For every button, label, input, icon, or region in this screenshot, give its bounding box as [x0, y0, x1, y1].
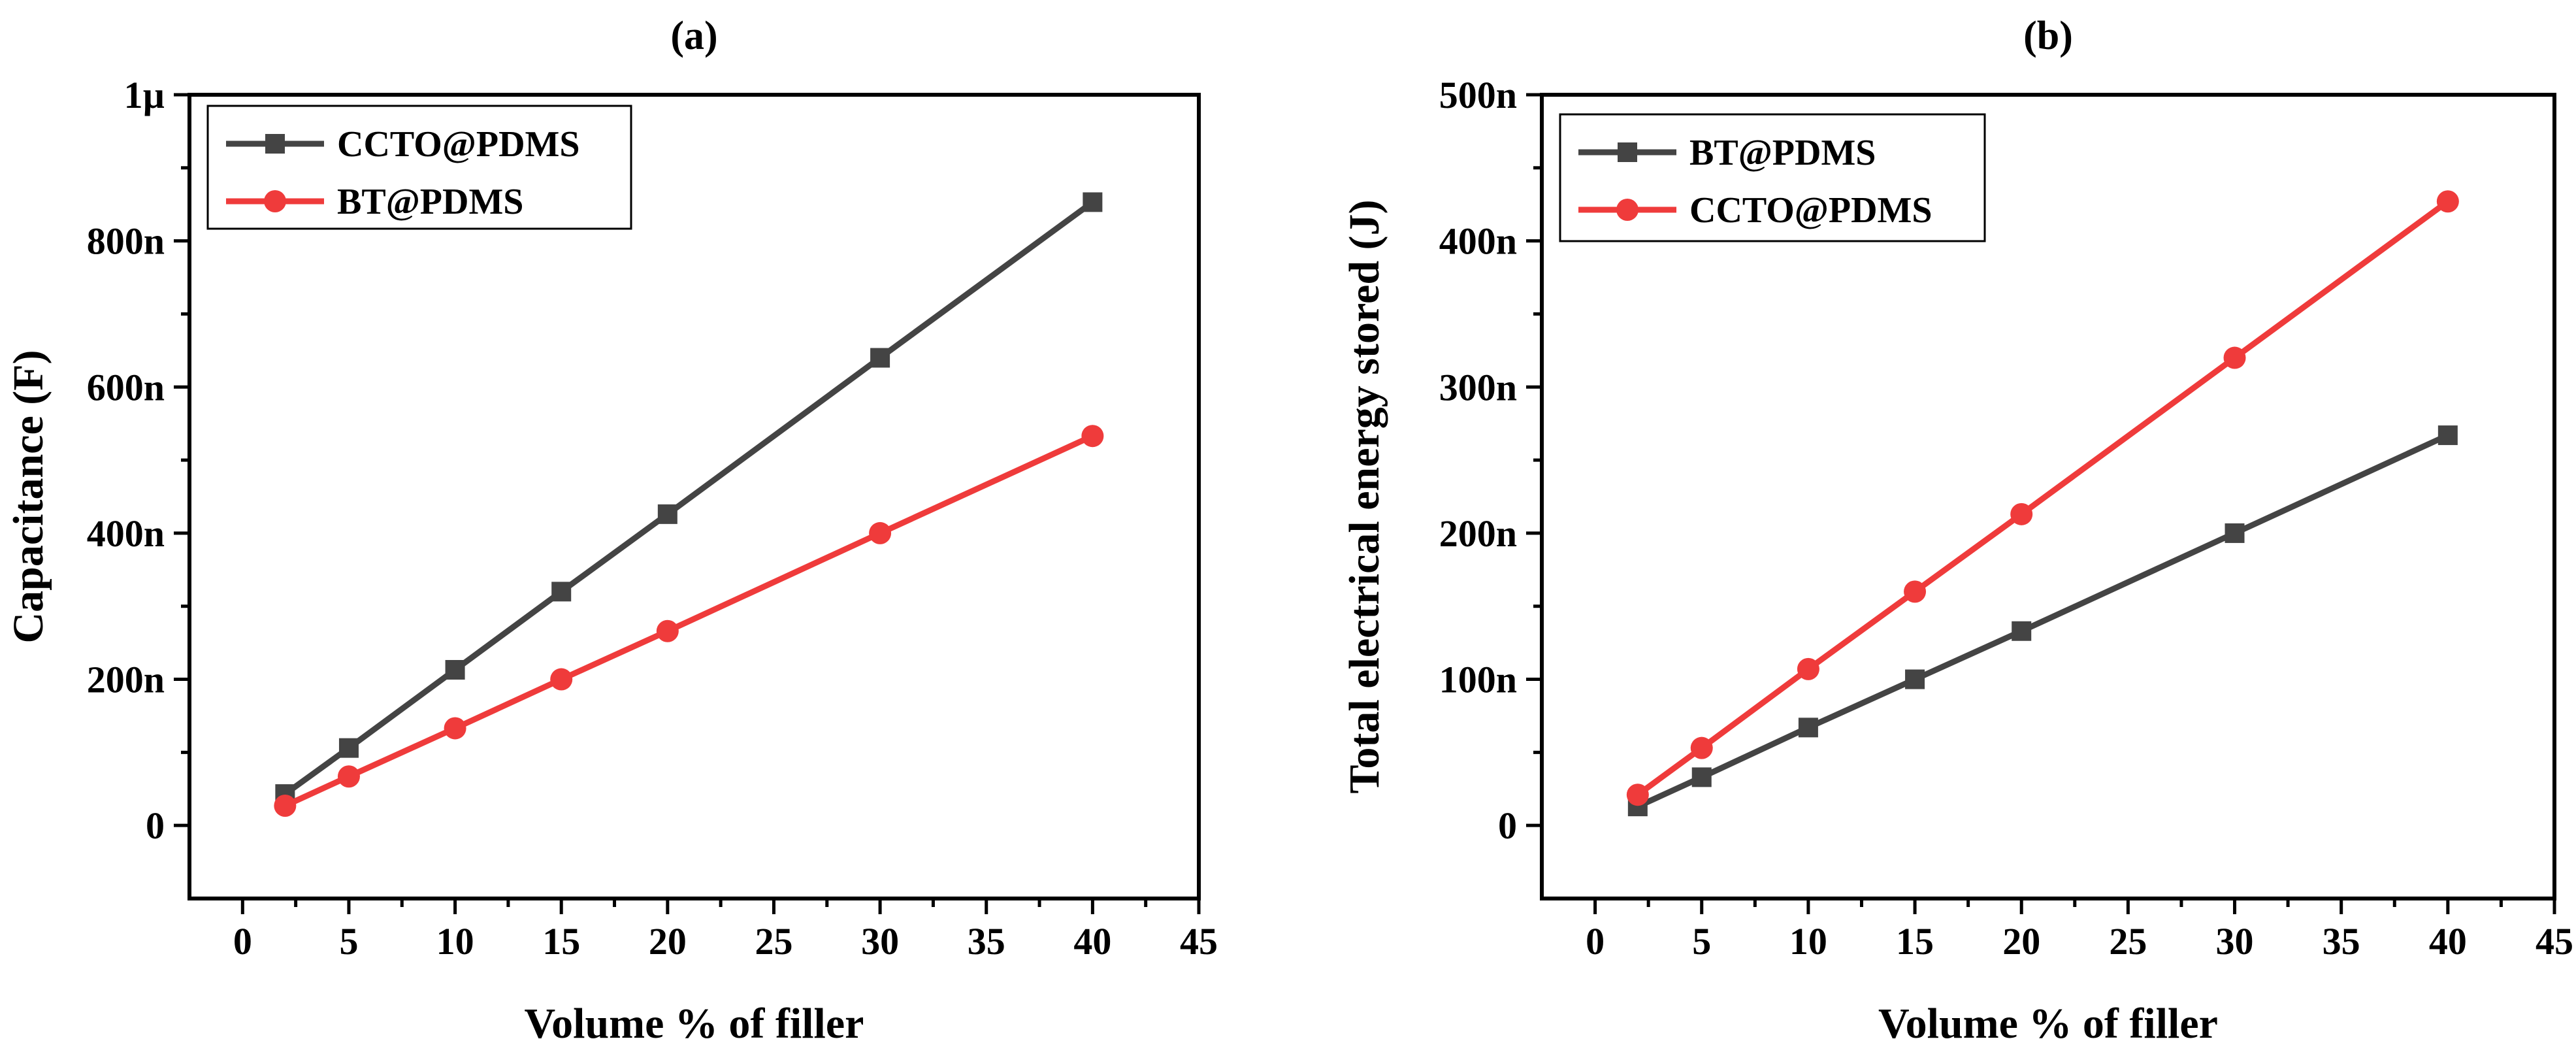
x-tick-label: 5	[1692, 920, 1711, 963]
x-tick-label: 20	[649, 920, 687, 963]
y-axis-title: Total electrical energy stored (J)	[1341, 199, 1388, 793]
x-tick-label: 5	[339, 920, 358, 963]
data-point	[445, 660, 465, 680]
legend-label: BT@PDMS	[1689, 133, 1876, 173]
data-point	[2223, 346, 2246, 369]
data-point	[1081, 425, 1104, 448]
x-tick-label: 15	[542, 920, 580, 963]
x-tick-label: 10	[1789, 920, 1827, 963]
data-point	[2436, 190, 2459, 213]
data-point	[656, 619, 679, 642]
y-tick-label: 300n	[1439, 366, 1517, 408]
data-point	[337, 765, 360, 788]
legend-marker	[265, 134, 285, 154]
legend-marker	[1616, 199, 1639, 221]
data-point	[1626, 784, 1649, 806]
x-tick-label: 25	[755, 920, 792, 963]
data-point	[1691, 767, 1712, 787]
series-line-ccto-pdms	[283, 199, 1095, 797]
data-point	[1798, 718, 1818, 738]
y-tick-label: 0	[1498, 804, 1517, 847]
data-point	[2437, 425, 2458, 446]
data-point	[2010, 503, 2033, 525]
y-tick-label: 1µ	[124, 74, 165, 116]
data-point	[338, 738, 359, 758]
data-point	[870, 348, 890, 368]
y-tick-label: 200n	[87, 659, 165, 701]
data-point	[1904, 580, 1927, 603]
series-line-ccto-pdms	[1636, 199, 2450, 797]
y-tick-label: 400n	[1439, 220, 1517, 263]
data-point	[2225, 523, 2245, 543]
data-point	[657, 504, 677, 524]
legend-label: BT@PDMS	[337, 182, 523, 222]
x-tick-label: 10	[436, 920, 474, 963]
data-point	[444, 717, 466, 740]
panel-label: (a)	[670, 14, 717, 58]
x-axis-title: Volume % of filler	[1878, 1000, 2218, 1048]
chart-panel-1: (b) 0 5 10 15 20 25 30 35 40 45 0 100n 200n 300n 400n 50…	[1341, 14, 2573, 1048]
series-line-bt-pdms	[1636, 432, 2449, 810]
legend-label: CCTO@PDMS	[1689, 190, 1932, 231]
x-tick-label: 25	[2109, 920, 2147, 963]
plot-frame	[1540, 93, 2556, 900]
y-tick-label: 200n	[1439, 512, 1517, 555]
data-point	[2012, 621, 2032, 641]
x-tick-label: 30	[861, 920, 899, 963]
x-tick-label: 45	[2535, 920, 2573, 963]
y-tick-label: 500n	[1439, 74, 1517, 116]
data-point	[274, 794, 297, 817]
data-point	[551, 582, 572, 602]
x-tick-label: 0	[233, 920, 252, 963]
x-tick-label: 0	[1586, 920, 1605, 963]
x-tick-label: 45	[1180, 920, 1218, 963]
data-point	[1905, 669, 1925, 689]
series-line-bt-pdms	[284, 433, 1094, 809]
data-point	[1083, 192, 1103, 212]
x-axis-title: Volume % of filler	[525, 1000, 864, 1048]
y-tick-label: 100n	[1439, 659, 1517, 701]
legend-box	[206, 105, 632, 230]
y-axis-title: Capacitance (F)	[5, 350, 52, 643]
data-point	[1797, 657, 1819, 680]
data-point	[869, 521, 892, 544]
data-point	[550, 668, 573, 691]
legend-marker	[1618, 142, 1637, 162]
x-tick-label: 30	[2216, 920, 2254, 963]
y-tick-label: 600n	[87, 366, 165, 408]
panel-label: (b)	[2023, 14, 2073, 58]
plot-frame	[187, 93, 1201, 900]
legend-marker	[264, 190, 286, 212]
x-tick-label: 35	[968, 920, 1005, 963]
x-tick-label: 40	[1073, 920, 1111, 963]
y-tick-label: 0	[146, 804, 165, 847]
chart-panel-0: (a) 0 5 10 15 20 25 30 35 40 45 0 200n 400n 600n 800n 1µ…	[5, 14, 1218, 1048]
x-tick-label: 15	[1896, 920, 1934, 963]
x-tick-label: 40	[2429, 920, 2467, 963]
data-point	[1690, 736, 1713, 759]
y-tick-label: 400n	[87, 512, 165, 555]
x-tick-label: 20	[2002, 920, 2040, 963]
x-tick-label: 35	[2323, 920, 2360, 963]
legend-label: CCTO@PDMS	[337, 124, 580, 165]
y-tick-label: 800n	[87, 220, 165, 263]
